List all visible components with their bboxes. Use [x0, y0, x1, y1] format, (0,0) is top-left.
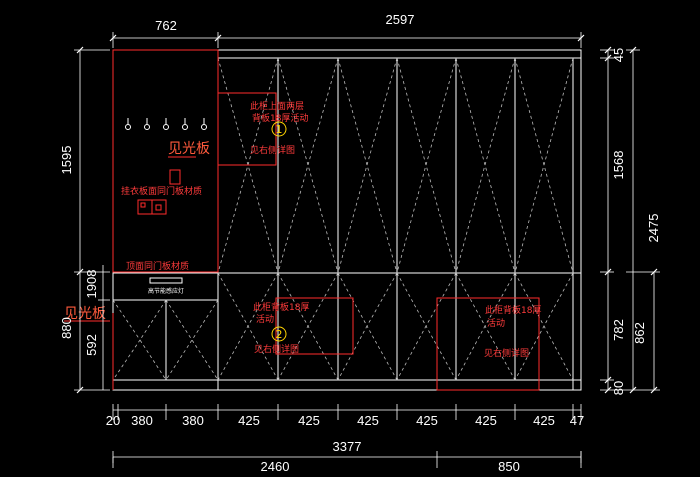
dim-bottom-right: 850: [498, 459, 520, 474]
right-note-line2: 活动: [487, 317, 505, 329]
door-swing-lines: [112, 57, 574, 381]
dimension-lines: [74, 32, 660, 468]
cabinet-frame: [112, 49, 582, 391]
dim-top-left: 762: [155, 18, 177, 33]
dim-right-mid: 1568: [611, 151, 626, 180]
dim-right-lower: 782: [611, 319, 626, 341]
drawer-label: 高节能感应灯: [148, 287, 184, 295]
dim-bottom-seg-5: 425: [298, 413, 320, 428]
dim-right-bottom: 80: [611, 381, 626, 395]
dim-bottom-seg-8: 425: [475, 413, 497, 428]
dim-bottom-seg-4: 425: [238, 413, 260, 428]
mid-note-ref: 见右侧详图: [254, 343, 299, 355]
dim-bottom-total: 3377: [333, 439, 362, 454]
callout-number-1: 1: [276, 123, 283, 136]
callout-number-2: 2: [276, 328, 283, 341]
right-note-line1: 此柜背板18厚: [485, 304, 541, 316]
hook-icon: [182, 124, 188, 130]
dim-bottom-seg-3: 380: [182, 413, 204, 428]
dim-left-upper: 1595: [59, 146, 74, 175]
dim-right-lower-total: 862: [632, 322, 647, 344]
mid-back-panel-mark: [275, 297, 354, 355]
dim-bottom-seg-9: 425: [533, 413, 555, 428]
hook-icon: [144, 124, 150, 130]
dim-left-lower: 592: [84, 334, 99, 356]
dim-right-top: 45: [611, 48, 626, 62]
callout-circle-1: [271, 121, 287, 137]
dim-left-total-lower: 880: [59, 317, 74, 339]
light-panel-upper: 见光板: [168, 141, 210, 157]
dim-bottom-seg-1: 20: [106, 413, 120, 428]
right-back-panel-mark: [436, 297, 540, 391]
light-panel-lower: 见光板: [64, 306, 106, 322]
dim-bottom-seg-2: 380: [131, 413, 153, 428]
dim-bottom-left: 2460: [261, 459, 290, 474]
upper-note-line2: 背板18厚活动: [252, 112, 308, 124]
upper-back-panel-mark: [217, 92, 277, 166]
dim-right-total: 2475: [646, 214, 661, 243]
mid-note-line1: 此柜背板18厚: [253, 301, 309, 313]
dim-top-right: 2597: [386, 12, 415, 27]
rail-bracket: [155, 204, 162, 211]
hook-icon: [163, 124, 169, 130]
dim-left-mid: 1908: [84, 270, 99, 299]
dim-bottom-seg-10: 47: [570, 413, 584, 428]
upper-note-line1: 此柜上面两层: [250, 100, 304, 112]
red-annotations: [64, 49, 540, 391]
coat-hooks: [125, 118, 207, 130]
dimension-ticks: [76, 34, 658, 394]
coat-section-outline: [112, 49, 219, 273]
callout-circle-2: [271, 326, 287, 342]
rail-bracket: [140, 202, 146, 208]
upper-note-ref: 见右侧详图: [250, 144, 295, 156]
dim-bottom-seg-7: 425: [416, 413, 438, 428]
right-note-ref: 见右侧详图: [484, 347, 529, 359]
hook-symbol: [169, 169, 181, 185]
mid-note-line2: 活动: [256, 313, 274, 325]
drawer-handle: [149, 277, 183, 284]
hook-icon: [125, 124, 131, 130]
dim-bottom-seg-6: 425: [357, 413, 379, 428]
top-panel-note: 顶面同门板材质: [126, 260, 189, 272]
hook-icon: [201, 124, 207, 130]
coat-panel-note: 挂衣板面同门板材质: [121, 185, 202, 197]
cabinet-outline: [112, 49, 582, 391]
